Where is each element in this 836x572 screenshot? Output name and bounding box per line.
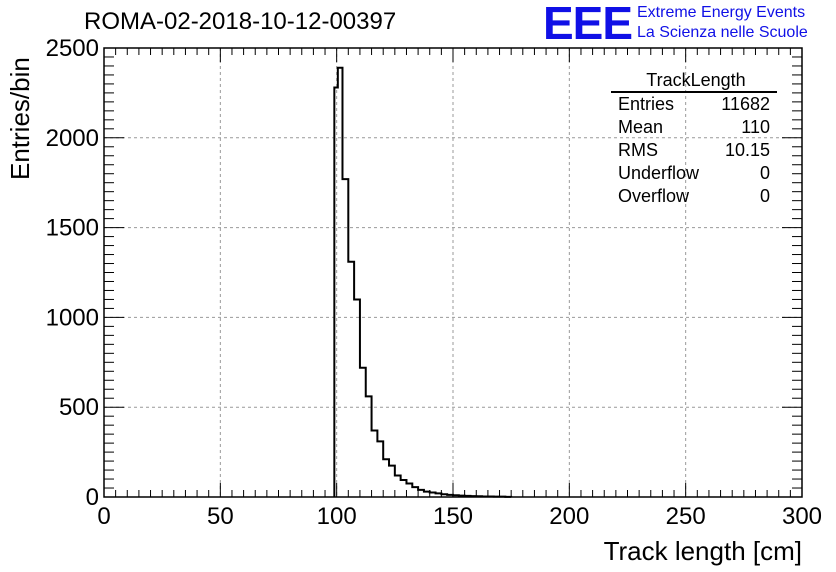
grid-lines bbox=[104, 48, 802, 497]
stats-row-entries: Entries 11682 bbox=[611, 93, 777, 116]
stats-row-rms: RMS 10.15 bbox=[611, 139, 777, 162]
axis-tick-labels: 0 50 100 150 200 250 300 0 500 1000 1500 2000 2500 bbox=[46, 35, 822, 530]
stats-label: Underflow bbox=[618, 163, 700, 183]
stats-row-overflow: Overflow 0 bbox=[611, 185, 777, 208]
x-tick-label: 200 bbox=[549, 503, 589, 530]
stats-value: 10.15 bbox=[724, 140, 770, 160]
x-tick-label: 50 bbox=[207, 503, 234, 530]
y-tick-label: 2500 bbox=[46, 35, 99, 62]
y-tick-label: 1000 bbox=[46, 304, 99, 331]
plot-frame bbox=[103, 47, 803, 498]
stats-value: 0 bbox=[759, 186, 770, 206]
logo-line-1: Extreme Energy Events bbox=[637, 4, 806, 21]
stats-value: 110 bbox=[741, 117, 770, 137]
axis-ticks bbox=[103, 47, 803, 498]
stats-label: RMS bbox=[618, 140, 658, 160]
stats-row-underflow: Underflow 0 bbox=[611, 162, 777, 185]
stats-label: Overflow bbox=[618, 186, 690, 206]
x-tick-label: 250 bbox=[666, 503, 706, 530]
x-tick-label: 150 bbox=[433, 503, 473, 530]
y-tick-label: 0 bbox=[86, 484, 99, 511]
stats-row-mean: Mean 110 bbox=[611, 116, 777, 139]
chart-title: ROMA-02-2018-10-12-00397 bbox=[84, 8, 397, 35]
histogram-series bbox=[333, 66, 513, 498]
stats-label: Entries bbox=[618, 94, 675, 114]
eee-logo: EEE bbox=[543, 0, 633, 49]
stats-value: 0 bbox=[759, 163, 770, 183]
stats-title: TrackLength bbox=[611, 69, 777, 93]
y-tick-label: 500 bbox=[59, 394, 99, 421]
x-tick-label: 300 bbox=[782, 503, 822, 530]
stats-label: Mean bbox=[618, 117, 664, 137]
y-tick-label: 2000 bbox=[46, 125, 99, 152]
stats-box: TrackLength Entries 11682 Mean 110 RMS 1… bbox=[611, 69, 777, 208]
x-tick-label: 0 bbox=[97, 503, 110, 530]
x-axis-label: Track length [cm] bbox=[603, 536, 802, 566]
y-axis-label: Entries/bin bbox=[5, 57, 35, 180]
logo-line-2: La Scienza nelle Scuole bbox=[637, 24, 808, 41]
x-tick-label: 100 bbox=[317, 503, 357, 530]
y-tick-label: 1500 bbox=[46, 215, 99, 242]
stats-value: 11682 bbox=[721, 94, 770, 114]
